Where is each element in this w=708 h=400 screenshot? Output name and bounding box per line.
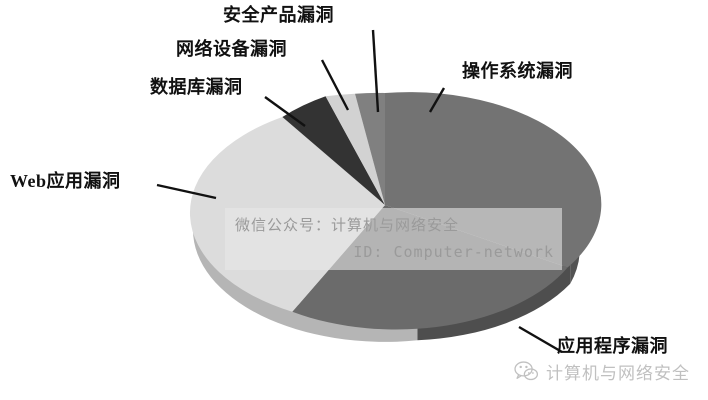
pie-label-os: 操作系统漏洞 <box>462 61 573 81</box>
pie-label-database: 数据库漏洞 <box>150 77 243 97</box>
slice-depth-web-app <box>193 205 418 342</box>
slice-security-product <box>355 92 385 205</box>
pie-label-application: 应用程序漏洞 <box>557 336 668 356</box>
wechat-logo-icon <box>514 361 539 381</box>
slice-network-device <box>325 93 385 205</box>
slice-database <box>282 96 385 205</box>
callout-line-application <box>518 325 563 354</box>
callout-line-web-app <box>156 183 217 200</box>
callout-lines <box>156 29 563 354</box>
callout-line-network-device <box>320 59 350 111</box>
callout-line-security-product <box>371 29 380 113</box>
corner-watermark-text: 计算机与网络安全 <box>546 363 690 383</box>
corner-watermark: 计算机与网络安全 <box>513 358 690 384</box>
pie-label-security-product: 安全产品漏洞 <box>223 5 334 25</box>
callout-line-os <box>428 87 446 113</box>
pie-label-network-device: 网络设备漏洞 <box>176 39 287 59</box>
callout-line-database <box>264 96 306 127</box>
pie-label-web-app: Web应用漏洞 <box>10 171 121 191</box>
